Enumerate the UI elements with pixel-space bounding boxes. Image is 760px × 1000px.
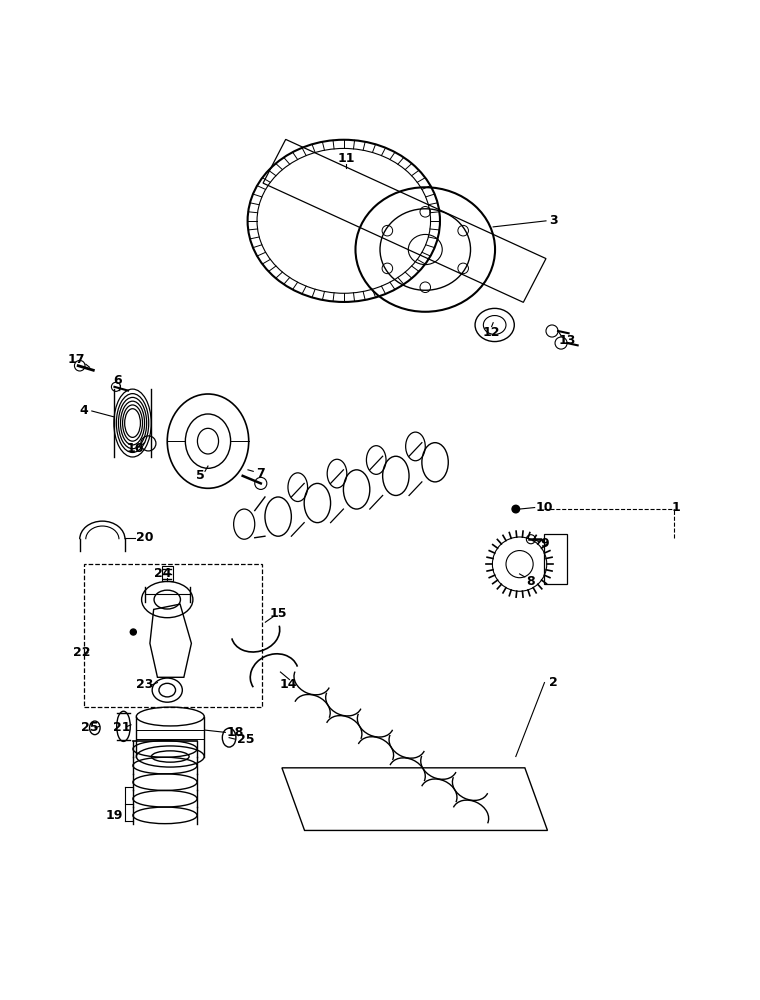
- Text: 4: 4: [80, 404, 89, 417]
- Text: 12: 12: [483, 326, 500, 339]
- Circle shape: [512, 505, 520, 513]
- Text: 21: 21: [113, 721, 131, 734]
- Text: 3: 3: [549, 214, 558, 227]
- Text: 25: 25: [81, 721, 98, 734]
- Text: 25: 25: [237, 733, 255, 746]
- Text: 15: 15: [269, 607, 287, 620]
- Text: 10: 10: [536, 501, 553, 514]
- Text: 19: 19: [106, 809, 123, 822]
- Text: 18: 18: [226, 726, 244, 739]
- Text: 14: 14: [279, 678, 296, 691]
- Text: 6: 6: [113, 374, 122, 387]
- Circle shape: [130, 629, 136, 635]
- Text: 17: 17: [68, 353, 85, 366]
- Text: 13: 13: [559, 334, 576, 347]
- Text: 20: 20: [136, 531, 154, 544]
- Text: 23: 23: [136, 678, 154, 691]
- Text: 9: 9: [540, 537, 549, 550]
- Bar: [162, 566, 173, 581]
- Text: 8: 8: [527, 575, 535, 588]
- Text: 2: 2: [549, 676, 558, 689]
- Text: 7: 7: [256, 467, 265, 480]
- Text: 22: 22: [73, 646, 90, 659]
- Text: 16: 16: [126, 442, 144, 455]
- Text: 11: 11: [337, 152, 355, 165]
- Text: 24: 24: [154, 567, 172, 580]
- Text: 5: 5: [196, 469, 204, 482]
- Text: 1: 1: [671, 501, 680, 514]
